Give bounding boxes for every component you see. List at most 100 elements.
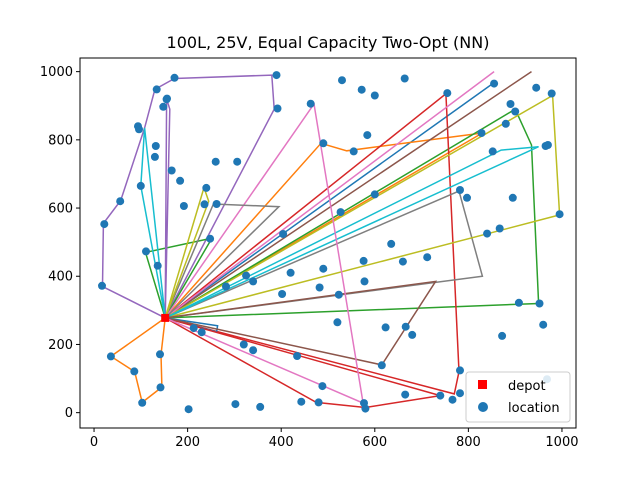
x-tick-label: 400: [269, 435, 294, 450]
location-point: [179, 202, 188, 210]
route-line: [164, 102, 365, 405]
route-line: [164, 70, 495, 319]
location-point: [398, 257, 407, 266]
location-point: [315, 283, 324, 292]
location-point: [408, 330, 417, 339]
location-point: [222, 282, 230, 291]
x-tick-label: 800: [456, 435, 481, 450]
route-line: [164, 70, 532, 319]
location-point: [202, 183, 211, 192]
y-tick-label: 800: [48, 133, 73, 148]
y-tick-label: 200: [48, 338, 73, 353]
location-point: [547, 89, 556, 98]
location-point: [273, 104, 282, 113]
location-point: [318, 382, 327, 391]
location-point: [156, 350, 164, 359]
location-point: [167, 166, 176, 175]
location-point: [359, 256, 368, 265]
location-point: [436, 391, 445, 400]
location-point: [249, 277, 258, 286]
location-point: [151, 142, 160, 150]
location-point: [511, 107, 520, 116]
y-tick-label: 400: [48, 270, 73, 285]
location-point: [539, 320, 548, 329]
location-point: [443, 89, 452, 98]
location-point: [150, 152, 159, 161]
location-point: [206, 234, 215, 243]
location-point: [448, 395, 457, 404]
location-point: [211, 157, 220, 166]
location-point: [272, 71, 281, 80]
location-point: [532, 83, 541, 92]
location-point: [197, 328, 206, 337]
location-point: [498, 331, 507, 340]
location-point: [349, 147, 358, 156]
location-point: [98, 281, 106, 290]
location-point: [360, 277, 369, 286]
location-point: [106, 352, 115, 361]
x-tick-label: 0: [90, 435, 98, 450]
location-point: [116, 197, 125, 206]
route-line: [164, 98, 171, 318]
location-point: [535, 299, 544, 308]
location-point: [136, 181, 145, 190]
legend-box: [465, 371, 571, 423]
location-point: [319, 264, 328, 273]
location-point: [231, 400, 240, 409]
location-point: [381, 323, 390, 332]
location-point: [363, 131, 372, 140]
route-line: [164, 108, 540, 319]
location-point: [256, 402, 265, 411]
location-point: [456, 186, 464, 194]
location-point: [334, 290, 343, 299]
location-point: [338, 76, 346, 85]
location-point: [212, 200, 221, 208]
location-point: [477, 129, 486, 137]
location-point: [156, 383, 165, 392]
x-tick-label: 200: [175, 435, 200, 450]
location-point: [200, 200, 209, 209]
x-tick-label: 1000: [545, 435, 578, 450]
location-point: [490, 79, 499, 88]
location-point: [543, 141, 552, 149]
location-point: [336, 208, 345, 217]
location-point: [514, 298, 523, 307]
location-point: [242, 271, 251, 280]
location-point: [360, 399, 368, 408]
location-point: [249, 346, 258, 355]
route-line: [140, 127, 166, 319]
location-point: [233, 157, 242, 166]
location-point: [130, 367, 139, 376]
route-line: [164, 185, 210, 319]
location-point: [555, 210, 564, 219]
axes-frame: [79, 57, 577, 429]
location-point: [170, 73, 179, 82]
chart-title: 100L, 25V, Equal Capacity Two-Opt (NN): [167, 33, 490, 52]
location-point: [463, 193, 471, 202]
route-line: [164, 203, 281, 319]
location-point: [508, 193, 517, 202]
location-point: [401, 322, 410, 331]
location-point: [456, 366, 464, 375]
legend-depot-marker: [478, 380, 487, 389]
location-point: [135, 125, 143, 134]
location-point: [319, 139, 328, 148]
route-line: [165, 280, 438, 366]
route-line: [164, 145, 539, 319]
route-line: [144, 237, 214, 319]
location-point: [189, 324, 198, 333]
depot-point: [161, 313, 170, 322]
location-point: [239, 340, 248, 349]
location-point: [278, 290, 287, 298]
location-point: [152, 85, 161, 94]
location-point: [159, 102, 168, 111]
location-point: [423, 253, 432, 262]
location-point: [495, 224, 504, 233]
y-tick-label: 600: [48, 202, 73, 217]
legend-location-label: location: [508, 401, 560, 416]
legend-depot-label: depot: [508, 379, 546, 394]
legend-location-marker: [478, 402, 488, 412]
location-point: [333, 318, 342, 327]
location-point: [138, 398, 147, 407]
